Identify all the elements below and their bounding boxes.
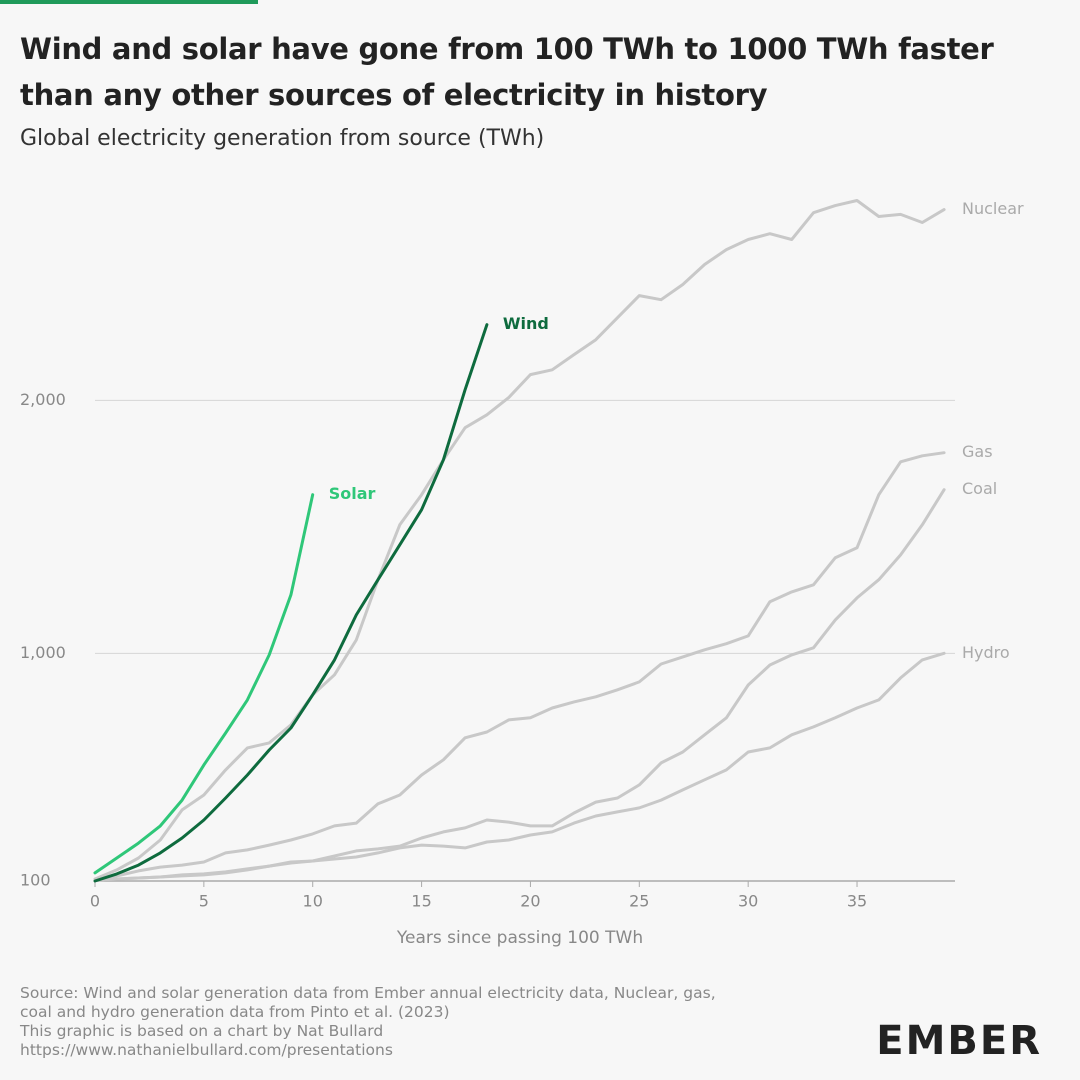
source-line: https://www.nathanielbullard.com/present… <box>20 1041 393 1059</box>
chart-subtitle: Global electricity generation from sourc… <box>20 126 545 151</box>
series-label: Solar <box>329 484 376 503</box>
series-line <box>93 199 946 881</box>
logo: EMBER <box>876 1018 1042 1064</box>
source-notes: Source: Wind and solar generation data f… <box>20 984 716 1060</box>
x-tick-label: 5 <box>199 892 209 911</box>
series-label: Wind <box>503 314 549 333</box>
x-tick-label: 0 <box>90 892 100 911</box>
x-tick-label: 20 <box>520 892 540 911</box>
series-label: Hydro <box>962 643 1010 662</box>
series-label: Gas <box>962 442 993 461</box>
series-label: Coal <box>962 479 997 498</box>
chart-title: Wind and solar have gone from 100 TWh to… <box>20 32 994 112</box>
x-axis-title: Years since passing 100 TWh <box>396 928 643 948</box>
y-tick-label: 1,000 <box>20 643 66 662</box>
accent-bar <box>0 0 258 4</box>
series-label: Nuclear <box>962 199 1024 218</box>
series-line <box>93 323 489 883</box>
x-tick-label: 35 <box>847 892 867 911</box>
source-line: Source: Wind and solar generation data f… <box>20 984 716 1002</box>
x-tick-label: 15 <box>411 892 431 911</box>
x-tick-label: 30 <box>738 892 758 911</box>
series-line <box>93 488 946 882</box>
x-tick-label: 25 <box>629 892 649 911</box>
x-tick-label: 10 <box>303 892 323 911</box>
series-line <box>93 651 946 882</box>
y-tick-label: 100 <box>20 871 51 890</box>
source-line: coal and hydro generation data from Pint… <box>20 1003 450 1021</box>
source-line: This graphic is based on a chart by Nat … <box>20 1022 384 1040</box>
series-line <box>93 493 315 875</box>
series-line <box>93 451 946 882</box>
y-tick-label: 2,000 <box>20 390 66 409</box>
